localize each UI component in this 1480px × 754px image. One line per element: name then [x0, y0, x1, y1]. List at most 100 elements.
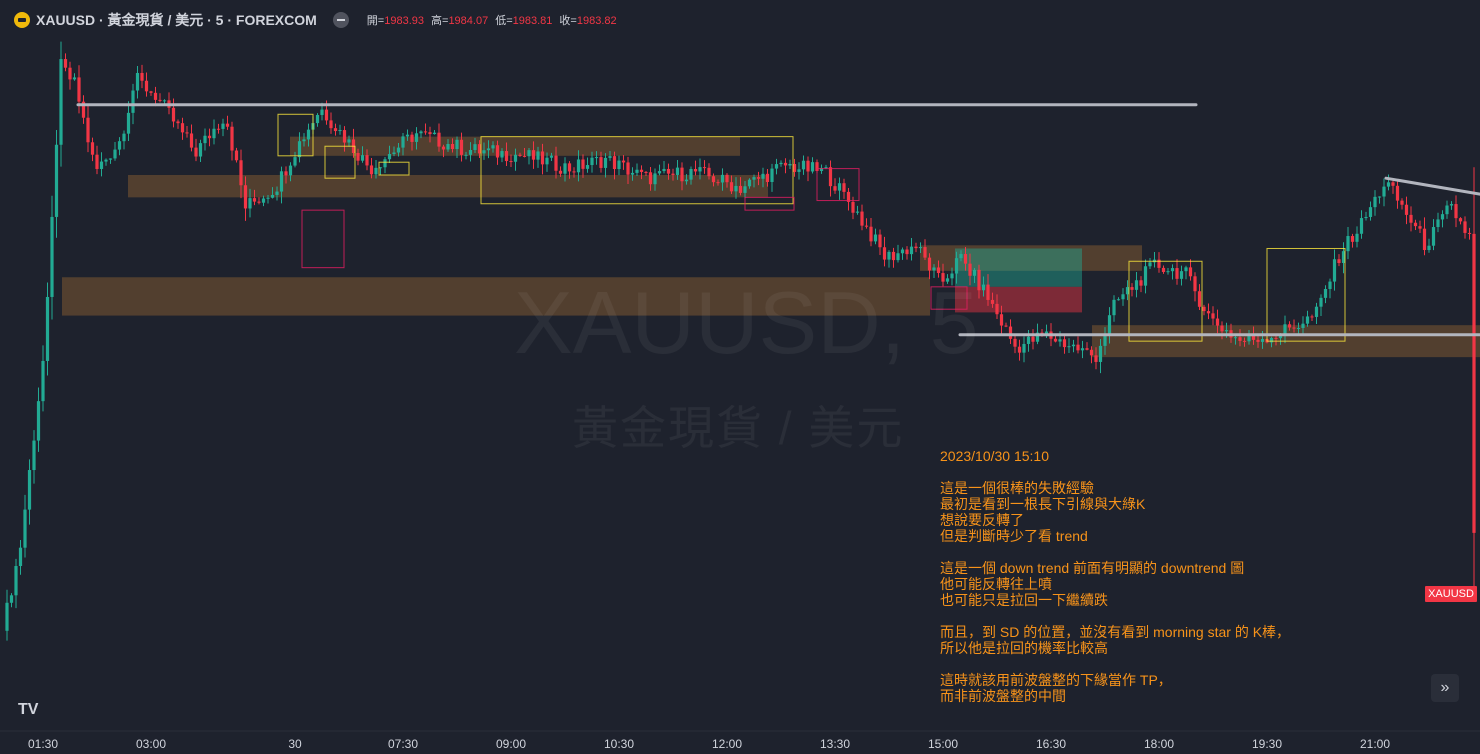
- candle-body: [288, 165, 293, 176]
- candle-body: [959, 254, 963, 259]
- candle-body: [1413, 222, 1418, 227]
- candle-body: [14, 566, 18, 596]
- candle-body: [1319, 297, 1323, 307]
- candle-highlight-box: [816, 168, 860, 202]
- candle-body: [1296, 327, 1301, 329]
- candle-body: [221, 123, 225, 129]
- annotation-note[interactable]: 2023/10/30 15:10 這是一個很棒的失敗經驗 最初是看到一根長下引線…: [940, 448, 1360, 704]
- highlight-box: [277, 113, 314, 157]
- symbol-title[interactable]: XAUUSD · 黃金現貨 / 美元 · 5 · FOREXCOM: [36, 12, 317, 28]
- candle-body: [612, 156, 617, 170]
- annotation-date: 2023/10/30 15:10: [940, 448, 1049, 464]
- candle-body: [1337, 259, 1341, 264]
- candle-body: [239, 160, 243, 186]
- candle-body: [270, 194, 275, 198]
- candle-body: [684, 179, 689, 182]
- candle-body: [572, 171, 576, 173]
- candle-body: [1085, 348, 1089, 350]
- candle-body: [266, 197, 270, 199]
- candle-body: [77, 77, 81, 102]
- candle-body: [1067, 346, 1071, 348]
- candle-body: [329, 120, 333, 129]
- annotation-line: 這是一個 down trend 前面有明顯的 downtrend 圖: [940, 560, 1245, 576]
- candle-body: [185, 132, 189, 134]
- symbol-legend[interactable]: XAUUSD · 黃金現貨 / 美元 · 5 · FOREXCOM 開=1983…: [14, 10, 624, 30]
- candle-body: [860, 211, 864, 226]
- candle-body: [1449, 204, 1454, 206]
- watermark-name: 黃金現貨 / 美元: [572, 402, 905, 454]
- candle-body: [1094, 355, 1098, 362]
- candle-body: [1139, 280, 1143, 286]
- candle-body: [1098, 345, 1103, 362]
- candle-body: [315, 114, 320, 124]
- candle-body: [158, 99, 162, 101]
- candle-body: [1454, 204, 1458, 219]
- candle-body: [99, 161, 104, 169]
- candle-body: [1328, 281, 1332, 289]
- candle-body: [81, 101, 86, 118]
- candle-body: [941, 273, 945, 282]
- candle-body: [968, 263, 972, 276]
- candle-body: [1157, 259, 1161, 268]
- candle-body: [1404, 204, 1409, 215]
- candle-body: [428, 132, 432, 135]
- x-tick-label: 07:30: [387, 737, 419, 751]
- double-chevron-right-icon[interactable]: »: [1431, 674, 1459, 702]
- candle-body: [1242, 340, 1247, 342]
- x-tick-label: 10:30: [603, 737, 635, 751]
- candle-body: [923, 247, 927, 258]
- candle-body: [486, 148, 491, 151]
- candle-body: [774, 164, 779, 169]
- x-tick-label: 18:00: [1143, 737, 1175, 751]
- candle-body: [1179, 271, 1184, 279]
- candle-body: [1440, 214, 1445, 220]
- candle-body: [1301, 323, 1305, 328]
- candle-body: [1418, 226, 1422, 229]
- candle-body: [1062, 339, 1067, 348]
- tradingview-logo-icon[interactable]: TV: [18, 701, 39, 718]
- candle-body: [842, 183, 846, 192]
- candle-body: [707, 167, 711, 177]
- candle-body: [432, 132, 437, 135]
- candle-body: [801, 160, 806, 170]
- annotation-line: 而且，到 SD 的位置，並沒有看到 morning star 的 K棒，: [940, 624, 1291, 640]
- candle-body: [896, 253, 900, 261]
- candle-body: [1431, 227, 1436, 246]
- candle-body: [131, 90, 135, 113]
- candle-body: [1350, 236, 1355, 242]
- highlight-box: [378, 161, 410, 176]
- candle-body: [824, 167, 828, 169]
- candle-body: [1463, 221, 1467, 233]
- candle-body: [455, 139, 459, 150]
- price-label-badge[interactable]: XAUUSD: [1425, 586, 1477, 602]
- candle-body: [293, 157, 297, 166]
- candle-body: [810, 162, 815, 172]
- candle-body: [450, 143, 455, 150]
- candle-body: [1166, 271, 1170, 273]
- candle-body: [63, 59, 68, 68]
- candle-body: [720, 174, 725, 183]
- candle-body: [423, 131, 428, 133]
- candle-body: [27, 470, 32, 510]
- candle-body: [1058, 339, 1062, 342]
- candle-body: [441, 146, 446, 150]
- candle-body: [320, 109, 324, 115]
- candle-body: [225, 123, 230, 127]
- candle-body: [977, 269, 981, 291]
- candle-body: [846, 191, 851, 202]
- candle-body: [140, 72, 144, 81]
- candle-body: [662, 168, 666, 172]
- candle-body: [324, 109, 329, 121]
- candle-body: [905, 249, 909, 255]
- candle-body: [252, 198, 257, 202]
- collapse-legend-icon[interactable]: [332, 12, 349, 28]
- candle-body: [950, 273, 954, 279]
- candle-body: [788, 163, 792, 166]
- candle-body: [1341, 251, 1346, 264]
- candle-body: [711, 176, 716, 183]
- candle-body: [23, 509, 27, 548]
- candle-body: [144, 80, 149, 92]
- candle-body: [171, 107, 176, 122]
- candle-body: [1274, 337, 1278, 339]
